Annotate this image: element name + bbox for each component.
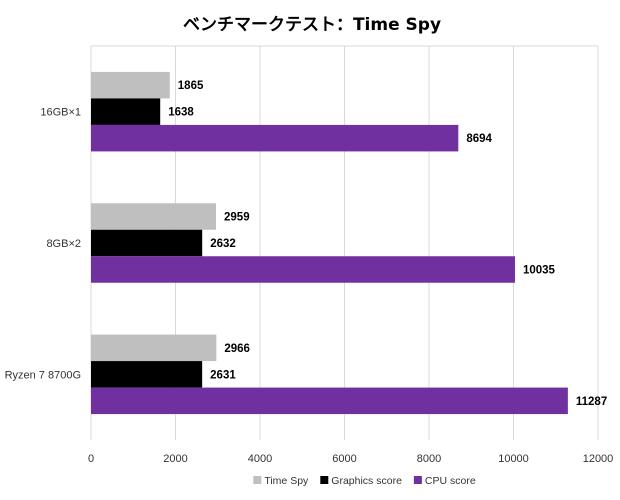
x-tick-label: 0 xyxy=(88,453,94,465)
data-label: 2966 xyxy=(224,343,250,355)
x-tick-label: 4000 xyxy=(248,453,272,465)
data-label: 8694 xyxy=(466,133,492,145)
x-tick-labels-group: 0 2000 4000 6000 8000 10000 12000 xyxy=(88,453,613,465)
data-label: 2632 xyxy=(210,238,236,250)
category-label: Ryzen 7 8700G xyxy=(5,369,81,381)
bar xyxy=(91,124,459,152)
data-labels-group: 1865 1638 8694 2959 2632 10035 2966 2631 11287 xyxy=(168,80,607,408)
bar xyxy=(91,256,515,283)
legend-item: CPU score xyxy=(413,475,476,487)
bar xyxy=(91,387,568,415)
category-labels-group: 16GB×1 8GB×2 Ryzen 7 8700G xyxy=(5,107,81,382)
x-tick-label: 12000 xyxy=(583,453,614,465)
data-label: 2959 xyxy=(224,212,250,224)
legend-label: CPU score xyxy=(425,475,476,487)
category-label: 16GB×1 xyxy=(40,107,81,119)
bar xyxy=(91,334,217,362)
legend: Time Spy Graphics score CPU score xyxy=(253,475,476,487)
legend-item: Time Spy xyxy=(253,475,309,487)
x-tick-label: 10000 xyxy=(498,453,529,465)
legend-label: Time Spy xyxy=(264,475,309,487)
bar xyxy=(91,98,161,125)
data-label: 2631 xyxy=(210,369,236,381)
category-label: 8GB×2 xyxy=(46,238,81,250)
data-label: 1638 xyxy=(168,107,194,119)
gridlines xyxy=(90,45,599,440)
legend-item: Graphics score xyxy=(320,475,402,487)
legend-label: Graphics score xyxy=(331,475,402,487)
bar xyxy=(91,361,203,388)
data-label: 10035 xyxy=(523,265,556,277)
bar xyxy=(91,203,217,230)
bar xyxy=(91,71,170,99)
bar xyxy=(91,229,203,257)
chart-title: ベンチマークテスト：Time Spy xyxy=(183,15,441,35)
x-tick-label: 8000 xyxy=(417,453,441,465)
x-tick-label: 6000 xyxy=(332,453,356,465)
data-label: 11287 xyxy=(576,396,607,408)
legend-swatch xyxy=(320,476,329,484)
data-label: 1865 xyxy=(178,80,204,92)
legend-swatch xyxy=(253,476,262,484)
legend-swatch xyxy=(413,476,422,484)
bars-group xyxy=(91,71,568,415)
x-tick-label: 2000 xyxy=(163,453,187,465)
